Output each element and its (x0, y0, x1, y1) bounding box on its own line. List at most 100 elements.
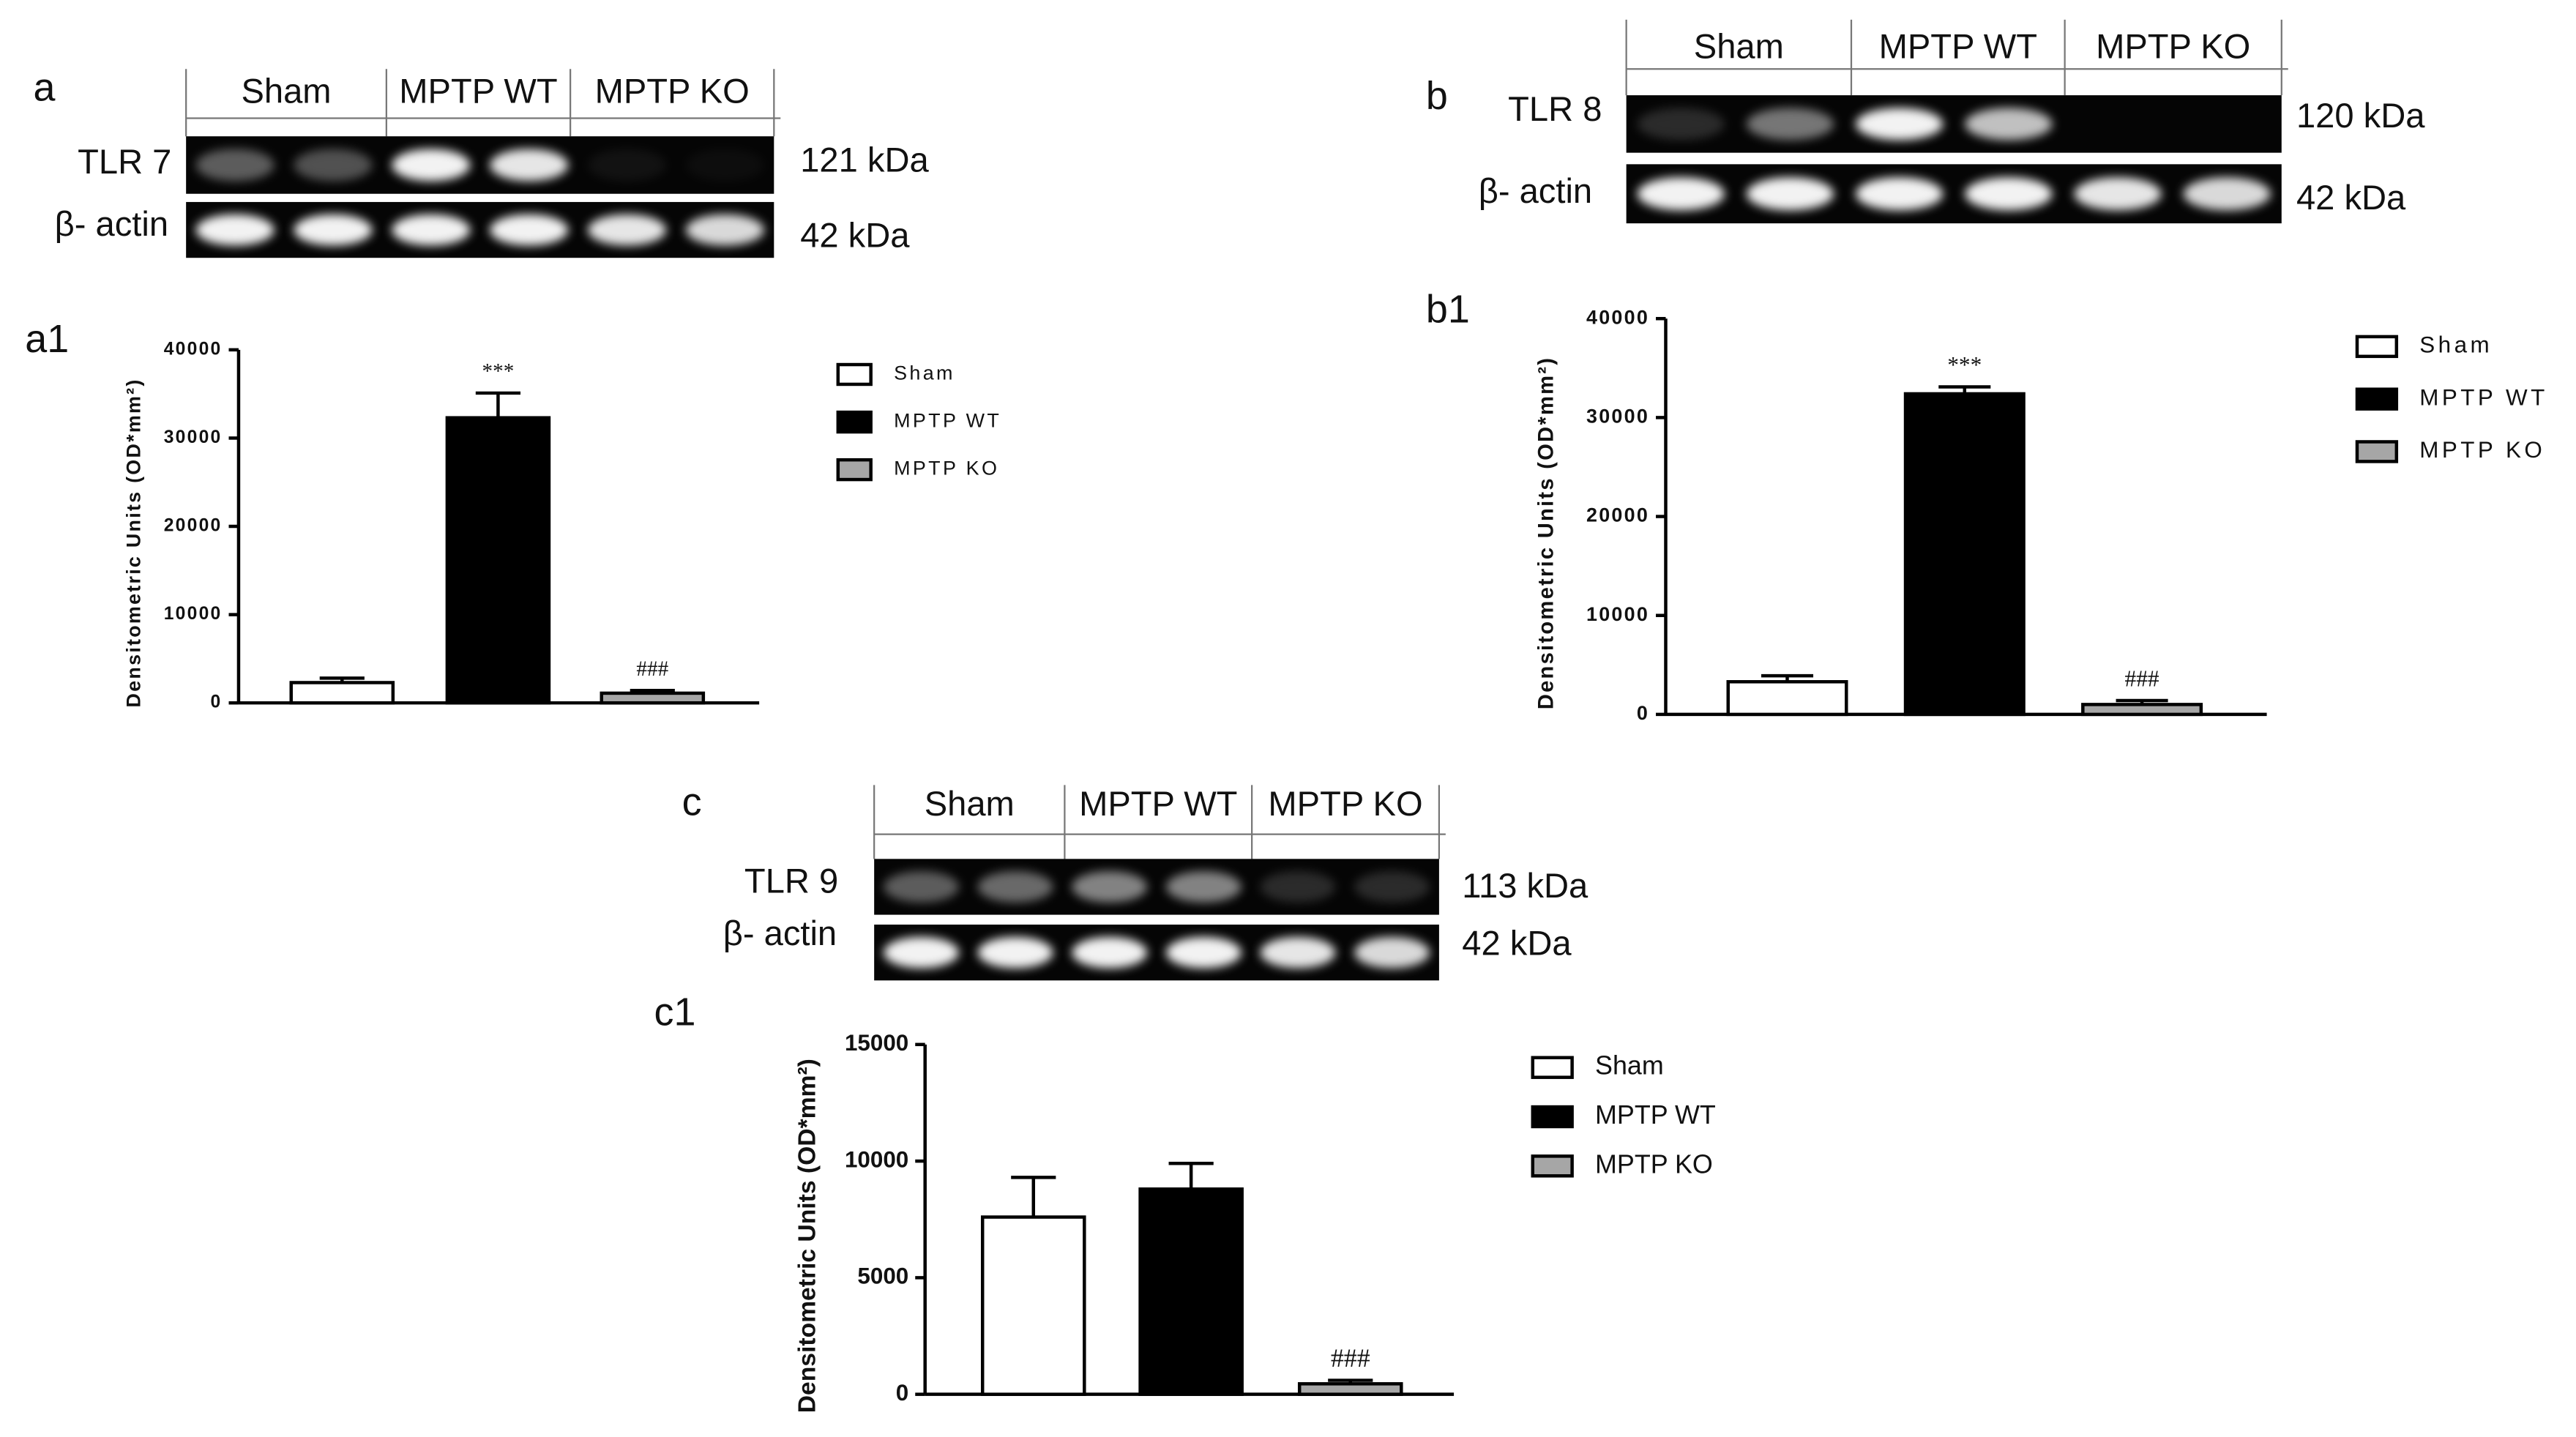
legend-swatch (836, 410, 873, 434)
legend-swatch (2355, 335, 2399, 359)
band (1965, 108, 2053, 141)
y-tick-label: 5000 (857, 1264, 908, 1289)
group-label: Sham (925, 784, 1015, 823)
bar (2081, 703, 2203, 717)
y-tick-label: 0 (896, 1380, 908, 1406)
legend-swatch (1531, 1105, 1574, 1129)
band (490, 149, 569, 182)
blot-strip (1626, 164, 2282, 224)
blot-strip (186, 201, 774, 258)
bar (600, 691, 706, 705)
protein-label: TLR 8 (1508, 89, 1602, 128)
bar (445, 416, 551, 705)
significance-label: ### (1331, 1343, 1370, 1373)
significance-label: ### (2125, 665, 2159, 691)
control-label: β- actin (723, 914, 837, 952)
y-tick-label: 20000 (164, 516, 223, 536)
control-label: β- actin (1479, 171, 1592, 210)
band (2074, 177, 2162, 211)
y-tick-label: 30000 (1586, 406, 1649, 428)
bar (1297, 1382, 1403, 1396)
legend-label: Sham (894, 362, 955, 384)
legend-label: Sham (2419, 332, 2493, 358)
protein-label: TLR 7 (78, 142, 171, 181)
legend-swatch (836, 362, 873, 387)
legend-label: MPTP KO (1595, 1149, 1713, 1179)
band (1855, 177, 1944, 211)
control-kda: 42 kDa (1462, 924, 1572, 963)
group-label: MPTP KO (2096, 27, 2250, 66)
band (1855, 108, 1944, 141)
control-kda: 42 kDa (800, 216, 910, 255)
blot-strip (1626, 95, 2282, 153)
band (1746, 108, 1834, 141)
y-tick-label: 40000 (1586, 306, 1649, 328)
panel-label: a1 (25, 317, 69, 361)
legend-label: MPTP KO (2419, 437, 2545, 463)
band (392, 149, 471, 182)
band (490, 214, 569, 246)
y-tick-label: 10000 (1586, 603, 1649, 625)
legend-label: Sham (1595, 1051, 1664, 1080)
protein-label: TLR 9 (744, 861, 838, 900)
y-tick-label: 10000 (845, 1146, 908, 1172)
band (2183, 177, 2271, 211)
y-tick-label: 30000 (164, 428, 223, 447)
group-label: MPTP KO (595, 71, 750, 110)
band (1165, 871, 1242, 903)
band (884, 936, 959, 968)
band (686, 149, 764, 181)
band (1637, 108, 1725, 141)
band (195, 149, 275, 182)
band (977, 871, 1053, 903)
bar (1138, 1187, 1244, 1396)
band (1072, 871, 1148, 903)
band (1354, 871, 1430, 903)
panel-label: b (1426, 74, 1448, 118)
blot-strip (186, 136, 774, 194)
y-tick-label: 0 (1637, 702, 1649, 724)
control-kda: 42 kDa (2296, 178, 2406, 217)
band (1260, 871, 1336, 903)
band (977, 936, 1053, 968)
group-label: Sham (241, 71, 331, 110)
y-axis-title: Densitometric Units (OD*mm²) (123, 378, 145, 707)
protein-kda: 121 kDa (800, 141, 929, 179)
control-label: β- actin (55, 204, 168, 243)
protein-kda: 120 kDa (2296, 96, 2425, 135)
band (294, 149, 373, 182)
legend-label: MPTP WT (894, 410, 1001, 432)
band (685, 214, 764, 246)
y-tick-label: 40000 (164, 339, 223, 359)
bar (1726, 680, 1848, 717)
y-tick-label: 10000 (164, 604, 223, 624)
legend-swatch (1531, 1154, 1574, 1178)
blot-strip (874, 925, 1439, 981)
band (1965, 177, 2053, 211)
y-tick-label: 20000 (1586, 504, 1649, 526)
panel-label: b1 (1426, 287, 1470, 331)
legend-swatch (1531, 1056, 1574, 1079)
band (195, 214, 275, 246)
significance-label: *** (1947, 352, 1982, 378)
legend-swatch (836, 458, 873, 482)
bar (289, 681, 395, 705)
band (587, 149, 667, 182)
y-tick-label: 0 (211, 693, 223, 712)
blot-strip (874, 859, 1439, 915)
panel-label: c1 (654, 990, 696, 1034)
protein-kda: 113 kDa (1462, 866, 1588, 905)
bar (980, 1215, 1086, 1396)
band (1072, 936, 1148, 968)
band (1165, 936, 1242, 968)
legend-label: MPTP KO (894, 458, 999, 479)
band (884, 871, 959, 903)
panel-label: c (682, 780, 702, 824)
group-label: MPTP WT (1879, 27, 2037, 66)
band (1354, 936, 1430, 968)
band (1746, 177, 1834, 211)
band (294, 214, 373, 246)
legend-label: MPTP WT (2419, 384, 2548, 410)
group-label: MPTP KO (1268, 784, 1422, 823)
